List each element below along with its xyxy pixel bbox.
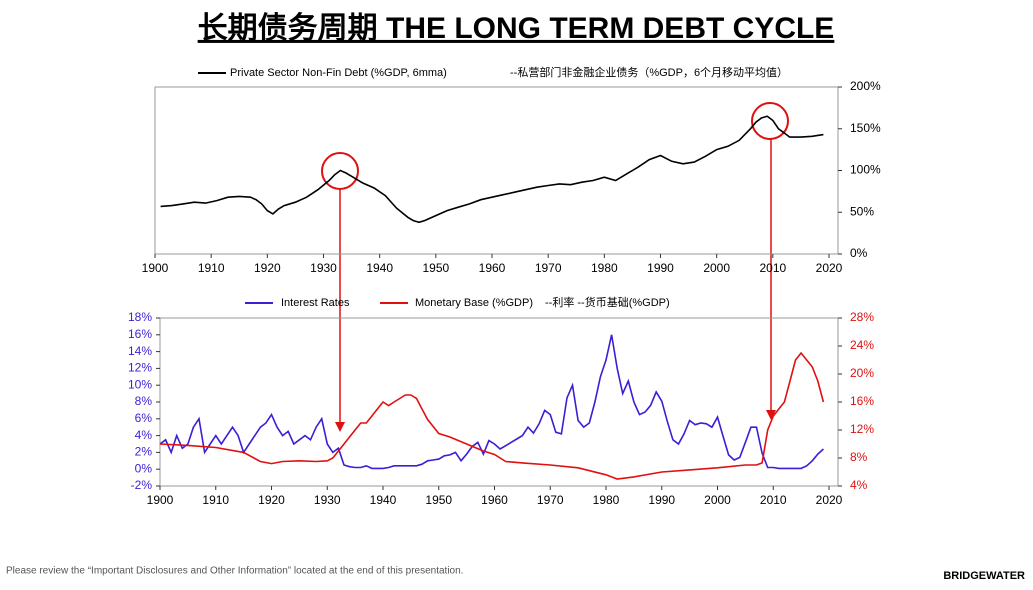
- y-tick-label: 50%: [850, 204, 874, 218]
- x-tick-label: 1900: [147, 493, 174, 507]
- y2-tick-label: 8%: [850, 450, 868, 464]
- page-title: 长期债务周期 THE LONG TERM DEBT CYCLE: [198, 12, 835, 45]
- x-tick-label: 1930: [310, 261, 337, 275]
- legend-label: Private Sector Non-Fin Debt (%GDP, 6mma): [230, 67, 447, 79]
- x-tick-label: 1900: [142, 261, 169, 275]
- x-tick-label: 1970: [535, 261, 562, 275]
- y-tick-label: 4%: [135, 428, 153, 442]
- highlight-circle: [751, 102, 789, 140]
- x-tick-label: 1990: [648, 493, 675, 507]
- y-tick-label: 16%: [128, 327, 152, 341]
- legend-label: Interest Rates: [281, 297, 350, 309]
- y-tick-label: 200%: [850, 79, 881, 93]
- x-tick-label: 1910: [198, 261, 225, 275]
- plot-frame: [159, 317, 839, 487]
- y2-tick-label: 4%: [850, 478, 868, 492]
- x-tick-label: 1960: [481, 493, 508, 507]
- legend-label-cn: --私营部门非金融企业债务（%GDP，6个月移动平均值）: [510, 65, 788, 79]
- y-tick-label: 6%: [135, 411, 153, 425]
- x-tick-label: 2010: [759, 261, 786, 275]
- x-tick-label: 1990: [647, 261, 674, 275]
- y-tick-label: 2%: [135, 445, 153, 459]
- x-tick-label: 2000: [704, 493, 731, 507]
- footer-note: Please review the “Important Disclosures…: [6, 566, 463, 577]
- data-line: [160, 115, 824, 224]
- x-tick-label: 1960: [479, 261, 506, 275]
- x-tick-label: 1950: [425, 493, 452, 507]
- y2-tick-label: 12%: [850, 422, 874, 436]
- x-tick-label: 1940: [370, 493, 397, 507]
- y2-tick-label: 20%: [850, 366, 874, 380]
- x-tick-label: 1920: [258, 493, 285, 507]
- x-tick-label: 1980: [593, 493, 620, 507]
- arrow-head: [335, 422, 345, 432]
- y-tick-label: 8%: [135, 394, 153, 408]
- x-tick-label: 1910: [202, 493, 229, 507]
- data-line: [159, 334, 824, 470]
- y-tick-label: 150%: [850, 121, 881, 135]
- x-tick-label: 1970: [537, 493, 564, 507]
- x-tick-label: 1940: [366, 261, 393, 275]
- y-tick-label: 10%: [128, 377, 152, 391]
- x-tick-label: 2020: [816, 261, 843, 275]
- y-tick-label: 12%: [128, 361, 152, 375]
- x-tick-label: 1920: [254, 261, 281, 275]
- legend-label: Monetary Base (%GDP): [415, 297, 533, 309]
- y-tick-label: -2%: [131, 478, 153, 492]
- y-tick-label: 0%: [135, 461, 153, 475]
- brand: BRIDGEWATER: [943, 570, 1025, 582]
- y2-tick-label: 16%: [850, 394, 874, 408]
- x-tick-label: 1980: [591, 261, 618, 275]
- x-tick-label: 2010: [760, 493, 787, 507]
- y-tick-label: 14%: [128, 344, 152, 358]
- legend-label-cn: --利率 --货币基础(%GDP): [545, 295, 670, 309]
- y2-tick-label: 24%: [850, 338, 874, 352]
- y-tick-label: 18%: [128, 310, 152, 324]
- y-tick-label: 100%: [850, 163, 881, 177]
- x-tick-label: 2000: [703, 261, 730, 275]
- y-tick-label: 0%: [850, 246, 868, 260]
- data-line: [159, 351, 825, 480]
- arrow-head: [766, 410, 776, 420]
- x-tick-label: 2020: [816, 493, 843, 507]
- x-tick-label: 1950: [422, 261, 449, 275]
- plot-frame: [154, 86, 839, 255]
- y2-tick-label: 28%: [850, 310, 874, 324]
- x-tick-label: 1930: [314, 493, 341, 507]
